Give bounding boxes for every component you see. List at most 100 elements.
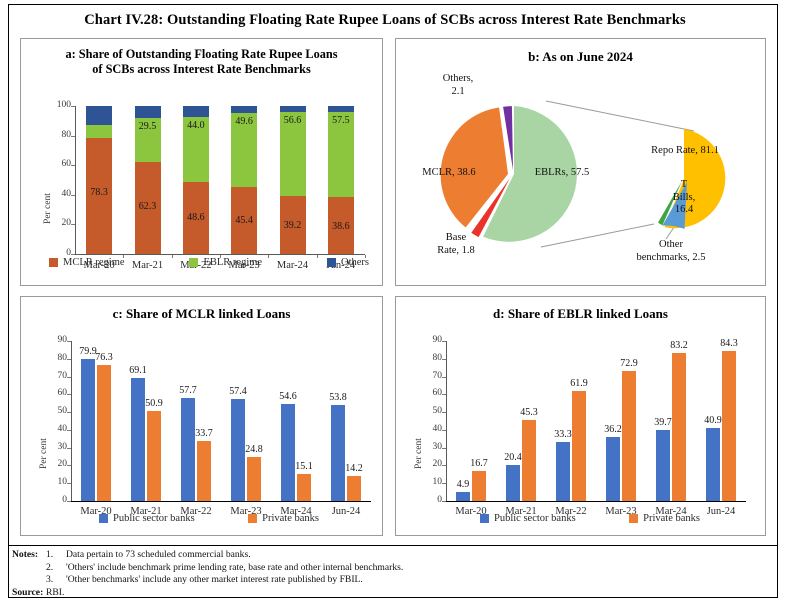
panel-d-bar-Mar-21-private-banks[interactable] [522,420,536,501]
panel-c-bar-Mar-23-public-sector-banks[interactable] [231,398,245,501]
panel-a-bar-Mar-23-mclr-regime[interactable]: 45.4 [231,186,258,254]
panel-a-y-axis [75,106,76,254]
panel-c-ytickmark-30 [67,447,71,449]
notes-block: Notes: 1. Data pertain to 73 scheduled c… [12,549,772,598]
panel-d-bar-Mar-24-public-sector-banks[interactable] [656,430,670,501]
panel-d-xtick-Mar-20: Mar-20 [455,506,487,517]
panel-a-bar-Mar-21-mclr-regime[interactable]: 62.3 [134,161,161,254]
panel-c-bar-Jun-24-private-banks[interactable] [347,475,361,501]
panel-d-ytick-70: 70 [432,370,443,381]
panel-c-ytick-80: 80 [57,352,68,363]
panel-d-bar-Mar-21-public-sector-banks[interactable] [506,464,520,501]
panel-a-bar-Mar-24-mclr-regime[interactable]: 39.2 [279,195,306,254]
pie-label-t-bills-line1: T [680,179,688,190]
panel-d-value-Mar-22-private-banks: 61.9 [570,377,588,389]
pie-label-others-text: Others, [442,73,474,84]
panel-a-title-line1: a: Share of Outstanding Floating Rate Ru… [65,47,338,61]
panel-a-xtickmark-2 [220,255,221,258]
panel-a-bar-Jun-24-others[interactable] [327,106,354,112]
panel-a-bar-Mar-20-eblr-regime[interactable]: 9.1 [86,112,113,139]
legend-item-mclr-regime[interactable]: MCLR regime [49,257,125,268]
pie-label-t-bills-line3: 16.4 [674,204,694,215]
panel-a-bar-Mar-20-others[interactable] [86,106,113,125]
panel-c-bar-Mar-24-private-banks[interactable] [297,474,311,501]
panel-d-ytick-90: 90 [432,335,443,345]
pie-slice-eblrs[interactable] [483,106,577,242]
panel-d-value-Mar-23-private-banks: 72.9 [620,358,638,370]
panel-c-xtick-Mar-24: Mar-24 [280,506,312,517]
legend-item-public-sector-banks-c[interactable]: Public sector banks [99,513,195,524]
panel-c-bar-Jun-24-public-sector-banks[interactable] [331,405,345,501]
panel-a-xtick-Mar-23: Mar-23 [228,260,260,271]
panel-d-bar-Mar-23-public-sector-banks[interactable] [606,436,620,501]
pie-label-base-rate-text: Base [445,232,467,243]
panel-a-bar-Mar-24-eblr-regime[interactable]: 56.6 [279,112,306,196]
panel-d-bar-Mar-23-private-banks[interactable] [622,371,636,501]
panel-d-xtick-Mar-21: Mar-21 [505,506,537,517]
panel-d-bar-Mar-20-private-banks[interactable] [472,471,486,501]
legend-swatch-icon-mclr [49,258,58,267]
panel-c-bar-Mar-22-private-banks[interactable] [197,441,211,501]
panel-c-bar-Mar-21-private-banks[interactable] [147,410,161,501]
note-number-1: 1. [46,549,54,560]
legend-swatch-icon-private-d [629,514,639,523]
legend-item-public-sector-banks-d[interactable]: Public sector banks [480,513,576,524]
panel-d-x-axis [446,501,746,503]
panel-d-bar-Mar-22-public-sector-banks[interactable] [556,441,570,501]
panel-c-bar-Mar-21-public-sector-banks[interactable] [131,378,145,501]
panel-a-value-Mar-24-eblr-regime: 56.6 [283,115,302,127]
panel-a-bar-Mar-20-mclr-regime[interactable]: 78.3 [86,138,113,254]
legend-label-others: Others [340,257,369,268]
panel-c-value-Mar-21-private-banks: 50.9 [145,397,163,409]
note-number-2: 2. [46,561,54,573]
panel-d-ytick-0: 0 [437,495,442,505]
panel-a-bar-Mar-23-eblr-regime[interactable]: 49.6 [231,113,258,187]
panel-d-bar-Mar-20-public-sector-banks[interactable] [456,492,470,501]
panel-a-bar-Mar-22-mclr-regime[interactable]: 48.6 [182,182,209,254]
panel-a-ytickmark-60 [71,165,75,167]
panel-a-xtick-Mar-24: Mar-24 [276,260,309,271]
panel-d-y-axis [446,341,447,501]
panel-a-bar-Jun-24-mclr-regime[interactable]: 38.6 [327,196,354,254]
panel-d-value-Mar-21-public-sector-banks: 20.4 [504,451,522,463]
pie-slice-mclr[interactable] [440,107,508,228]
panel-c-value-Mar-24-public-sector-banks: 54.6 [279,390,297,402]
panel-d-ytickmark-20 [442,465,446,467]
panel-c-ytickmark-20 [67,465,71,467]
panel-c-bar-Mar-22-public-sector-banks[interactable] [181,398,195,501]
pie-slice-base-rate[interactable] [471,178,510,238]
panel-a-value-Mar-22-mclr-regime: 48.6 [187,212,205,224]
panel-c-bar-Mar-24-public-sector-banks[interactable] [281,403,295,501]
legend-swatch-icon-others [326,258,336,267]
panel-c-ytickmark-90 [67,341,71,342]
panel-a-value-Jun-24-eblr-regime: 57.5 [332,114,350,126]
panel-d-xtick-Mar-24: Mar-24 [655,506,687,517]
panel-a-bar-Mar-23-others[interactable] [231,106,258,114]
panel-d-bar-Mar-22-private-banks[interactable] [572,390,586,501]
panel-a-bar-Mar-21-eblr-regime[interactable]: 29.5 [134,118,161,162]
panel-a-bar-Mar-24-others[interactable] [279,106,306,113]
panel-d-bar-Mar-24-private-banks[interactable] [672,353,686,501]
legend-item-eblr-regime[interactable]: EBLR regime [189,257,262,268]
pie-slice-other-benchmarks[interactable] [658,181,682,226]
panel-a-bar-Jun-24-eblr-regime[interactable]: 57.5 [327,111,354,197]
notes-separator [8,545,778,546]
panel-d-bar-Jun-24-public-sector-banks[interactable] [706,428,720,501]
panel-c-legend: Public sector banks Private banks [99,513,319,524]
legend-item-private-banks-d[interactable]: Private banks [629,513,700,524]
pie-slice-t-bills[interactable] [662,182,687,229]
panel-d-value-Mar-20-public-sector-banks: 4.9 [456,479,470,491]
panel-a-bar-Mar-21-others[interactable] [134,106,161,119]
panel-c-bar-Mar-20-private-banks[interactable] [97,365,111,501]
pie-label-t-bills: T Bills, 16.4 [661,179,707,217]
panel-a-bar-Mar-22-others[interactable] [182,106,209,117]
panel-c-ytick-0: 0 [62,495,67,505]
panel-c-bar-Mar-23-private-banks[interactable] [247,456,261,501]
panel-c-ytick-30: 30 [57,441,68,452]
pie-slice-others[interactable] [503,106,513,170]
legend-item-private-banks-c[interactable]: Private banks [248,513,319,524]
panel-c-bar-Mar-20-public-sector-banks[interactable] [81,358,95,501]
panel-d-bar-Jun-24-private-banks[interactable] [722,351,736,501]
panel-a-bar-Mar-22-eblr-regime[interactable]: 44.0 [182,116,209,183]
legend-item-others[interactable]: Others [326,257,369,268]
